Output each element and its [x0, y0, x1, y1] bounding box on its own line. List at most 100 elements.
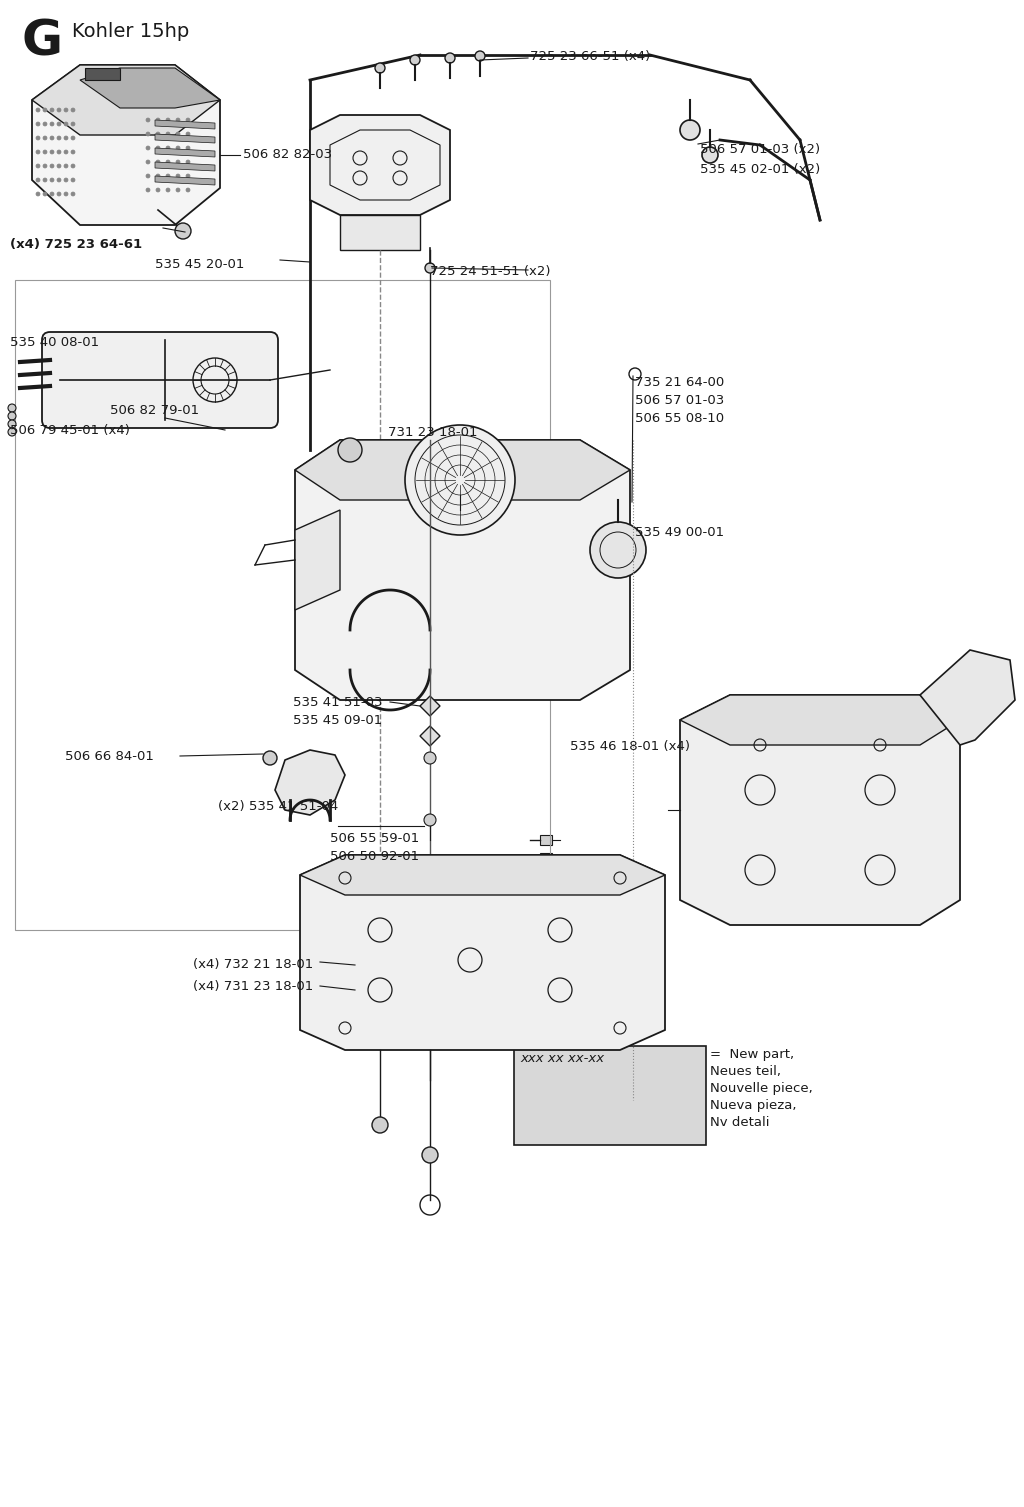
Circle shape — [43, 136, 47, 140]
Text: =  New part,: = New part, — [710, 1047, 795, 1061]
Circle shape — [186, 188, 190, 191]
Circle shape — [166, 188, 170, 191]
Polygon shape — [80, 68, 220, 109]
Circle shape — [156, 146, 160, 151]
Circle shape — [63, 151, 68, 154]
Polygon shape — [295, 440, 630, 500]
Polygon shape — [155, 161, 215, 170]
Circle shape — [156, 173, 160, 178]
Circle shape — [176, 160, 180, 164]
Circle shape — [146, 133, 150, 136]
Circle shape — [186, 160, 190, 164]
Circle shape — [406, 425, 515, 535]
Polygon shape — [680, 695, 961, 744]
Circle shape — [71, 191, 75, 196]
Circle shape — [43, 178, 47, 182]
Circle shape — [36, 136, 40, 140]
Bar — [540, 835, 552, 845]
FancyBboxPatch shape — [42, 332, 278, 428]
Polygon shape — [680, 695, 961, 925]
Polygon shape — [300, 854, 665, 895]
Circle shape — [175, 223, 191, 240]
Text: 535 40 08-01: 535 40 08-01 — [10, 336, 99, 350]
Circle shape — [156, 133, 160, 136]
Circle shape — [36, 191, 40, 196]
Circle shape — [146, 146, 150, 151]
Circle shape — [43, 164, 47, 167]
Circle shape — [590, 521, 646, 579]
FancyBboxPatch shape — [514, 1046, 706, 1145]
Text: 506 82 82-03: 506 82 82-03 — [243, 148, 332, 161]
Text: Neues teil,: Neues teil, — [710, 1065, 781, 1078]
Circle shape — [176, 118, 180, 122]
Circle shape — [375, 63, 385, 72]
Circle shape — [156, 160, 160, 164]
Circle shape — [36, 122, 40, 127]
Polygon shape — [420, 696, 440, 716]
Circle shape — [166, 173, 170, 178]
Circle shape — [71, 109, 75, 112]
Circle shape — [50, 136, 54, 140]
Circle shape — [263, 750, 278, 766]
Circle shape — [186, 133, 190, 136]
Circle shape — [176, 173, 180, 178]
Circle shape — [176, 188, 180, 191]
Text: G: G — [22, 18, 63, 66]
Circle shape — [146, 173, 150, 178]
Text: Nouvelle piece,: Nouvelle piece, — [710, 1082, 813, 1096]
Polygon shape — [420, 726, 440, 746]
Circle shape — [71, 164, 75, 167]
Circle shape — [57, 122, 61, 127]
Circle shape — [146, 160, 150, 164]
Polygon shape — [295, 440, 630, 699]
Text: 506 79 45-01 (x4): 506 79 45-01 (x4) — [10, 423, 130, 437]
Circle shape — [146, 118, 150, 122]
Circle shape — [71, 136, 75, 140]
Circle shape — [63, 122, 68, 127]
Text: Nv detali: Nv detali — [710, 1117, 769, 1129]
Circle shape — [57, 136, 61, 140]
Circle shape — [186, 173, 190, 178]
Circle shape — [8, 404, 16, 411]
Circle shape — [63, 178, 68, 182]
Text: 535 46 18-01 (x4): 535 46 18-01 (x4) — [570, 740, 690, 754]
Circle shape — [63, 136, 68, 140]
Polygon shape — [155, 148, 215, 157]
Circle shape — [57, 178, 61, 182]
Text: 506 50 92-01: 506 50 92-01 — [330, 850, 419, 864]
Circle shape — [702, 148, 718, 163]
Circle shape — [166, 160, 170, 164]
Circle shape — [57, 191, 61, 196]
Text: 506 57 01-03 (x2): 506 57 01-03 (x2) — [700, 143, 820, 157]
Circle shape — [50, 122, 54, 127]
Text: 735 21 64-00: 735 21 64-00 — [635, 377, 724, 389]
Text: 725 24 51-51 (x2): 725 24 51-51 (x2) — [430, 265, 551, 277]
Circle shape — [146, 188, 150, 191]
Circle shape — [166, 146, 170, 151]
Circle shape — [8, 428, 16, 436]
Circle shape — [50, 151, 54, 154]
Text: 725 23 66-51 (x4): 725 23 66-51 (x4) — [530, 50, 650, 63]
Text: 506 55 08-10: 506 55 08-10 — [635, 411, 724, 425]
Circle shape — [680, 121, 700, 140]
Text: 535 45 02-01 (x2): 535 45 02-01 (x2) — [700, 163, 820, 176]
Text: (x4) 732 21 18-01: (x4) 732 21 18-01 — [193, 958, 313, 971]
Text: Kohler 15hp: Kohler 15hp — [72, 23, 189, 41]
Text: (x2) 535 41 51-04: (x2) 535 41 51-04 — [218, 800, 338, 812]
Polygon shape — [920, 650, 1015, 744]
Circle shape — [43, 191, 47, 196]
Polygon shape — [155, 176, 215, 185]
Polygon shape — [340, 216, 420, 250]
Circle shape — [176, 146, 180, 151]
Text: 535 41 51-03: 535 41 51-03 — [293, 696, 383, 708]
Polygon shape — [155, 121, 215, 130]
Circle shape — [36, 109, 40, 112]
Circle shape — [186, 118, 190, 122]
Text: (x4) 731 23 18-01: (x4) 731 23 18-01 — [193, 980, 313, 993]
Circle shape — [50, 164, 54, 167]
Circle shape — [445, 53, 455, 63]
Text: Nueva pieza,: Nueva pieza, — [710, 1099, 797, 1112]
Polygon shape — [310, 115, 450, 216]
Circle shape — [43, 109, 47, 112]
Circle shape — [422, 1147, 438, 1163]
